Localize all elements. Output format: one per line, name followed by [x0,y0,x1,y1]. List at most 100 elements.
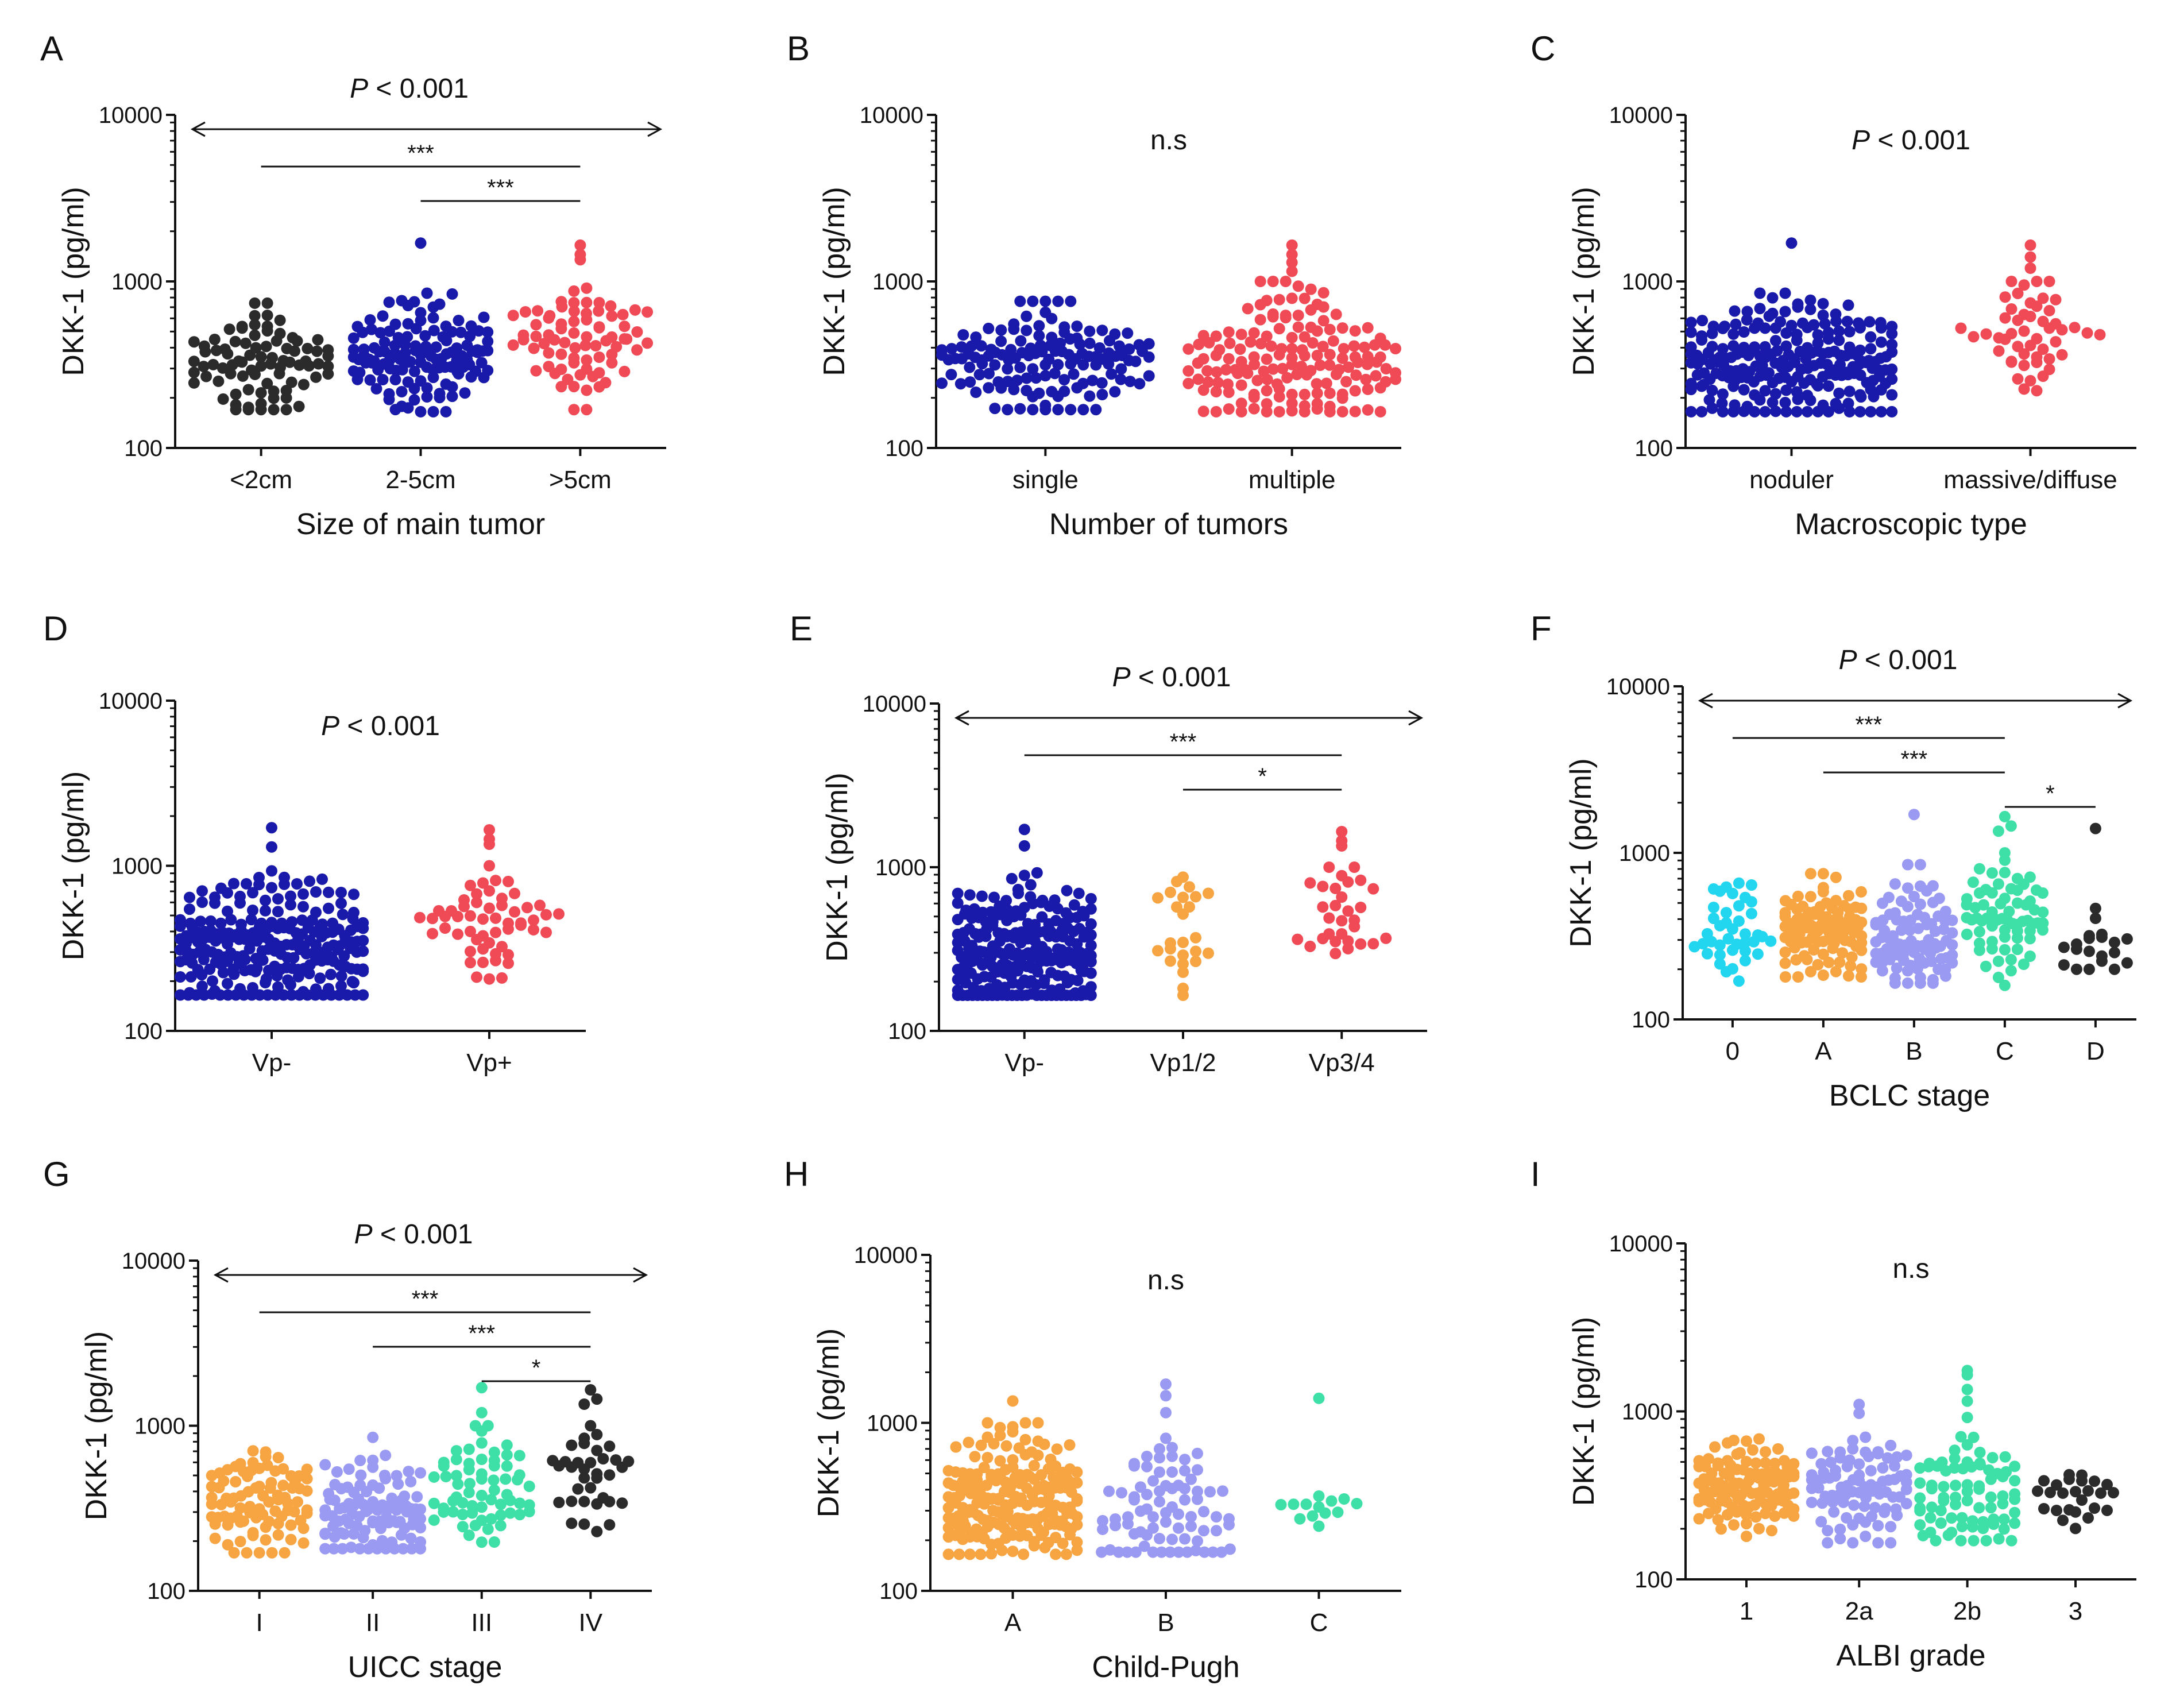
data-point [427,301,439,313]
data-point [2108,963,2120,975]
data-point [1804,294,1816,306]
data-point [1817,969,1829,981]
data-point [1362,322,1374,334]
data-point [978,1462,990,1474]
data-point [1192,1493,1203,1505]
data-point [247,1445,259,1457]
y-tick-label: 10000 [863,691,926,717]
data-point [399,347,411,359]
data-point [1914,859,1926,871]
data-point [222,955,233,967]
data-point [266,1547,278,1559]
data-point [1756,360,1768,372]
data-point [450,1470,462,1482]
data-point [463,1464,475,1475]
data-point [1248,391,1260,403]
data-point [1714,939,1726,951]
data-point [604,1496,616,1508]
data-point [2024,374,2036,387]
data-point [1031,867,1043,879]
data-point [234,897,246,909]
data-point [1812,405,1824,418]
data-point [1722,1509,1733,1521]
data-point [1750,1511,1762,1523]
data-point [528,923,539,936]
data-point [1362,383,1374,395]
data-point [1324,323,1336,335]
data-point [1808,944,1820,956]
data-point [1198,1525,1209,1537]
data-point [354,1543,366,1555]
data-point [581,404,593,416]
data-point [2018,325,2030,337]
data-point [549,368,561,380]
series-Vp3/4 [1292,826,1392,960]
data-point [1234,343,1246,355]
data-point [1012,965,1024,977]
data-point [1203,337,1215,349]
data-point [312,334,324,346]
data-point [1135,1505,1146,1517]
data-point [494,1520,507,1532]
data-point [2038,1503,2050,1514]
data-point [1900,1498,1912,1510]
data-point [1733,900,1745,912]
data-point [1027,363,1039,375]
data-point [1872,1537,1884,1549]
data-point [476,1454,488,1465]
data-point [1025,879,1037,891]
data-point [2005,303,2017,315]
data-point [2024,933,2036,945]
data-point [1177,990,1189,1001]
data-point [1267,276,1279,287]
data-point [2058,941,2070,953]
data-point [1801,953,1813,965]
data-point [272,893,284,905]
series-0 [1688,877,1777,987]
data-point [1330,368,1342,380]
data-point [459,387,471,399]
data-point [1901,882,1914,894]
data-point [964,376,976,388]
data-point [1038,977,1050,990]
data-point [988,891,1000,903]
data-point [288,1506,300,1518]
data-point [568,404,580,416]
data-point [1992,825,2004,837]
data-point [403,1466,415,1478]
data-point [1182,365,1195,377]
data-point [396,364,408,376]
y-tick-label: 1000 [134,1414,185,1439]
data-point [1806,1497,1818,1508]
data-point [249,329,261,341]
data-point [397,1543,409,1555]
data-point [1005,343,1017,355]
significance-label: *** [407,141,434,166]
data-point [225,914,237,926]
data-point [1908,809,1920,821]
data-point [1090,359,1102,371]
data-point [1210,386,1222,397]
data-point [446,346,458,358]
data-point [1261,405,1273,418]
data-point [471,971,482,983]
data-point [1185,1510,1197,1522]
data-point [1822,1525,1834,1537]
data-point [2031,385,2043,397]
data-point [1338,343,1350,355]
data-point [1294,1513,1306,1525]
data-point [375,1522,386,1535]
data-point [1950,1498,1961,1510]
data-point [2043,276,2055,287]
data-point [985,906,997,918]
data-point [1753,1433,1765,1445]
data-point [1286,343,1298,355]
data-point [1842,890,1854,902]
data-point [1999,810,2011,822]
data-point [2082,1512,2094,1524]
data-point [1185,1473,1197,1485]
data-point [1738,405,1750,418]
data-point [485,1494,497,1506]
data-point [2043,304,2055,316]
